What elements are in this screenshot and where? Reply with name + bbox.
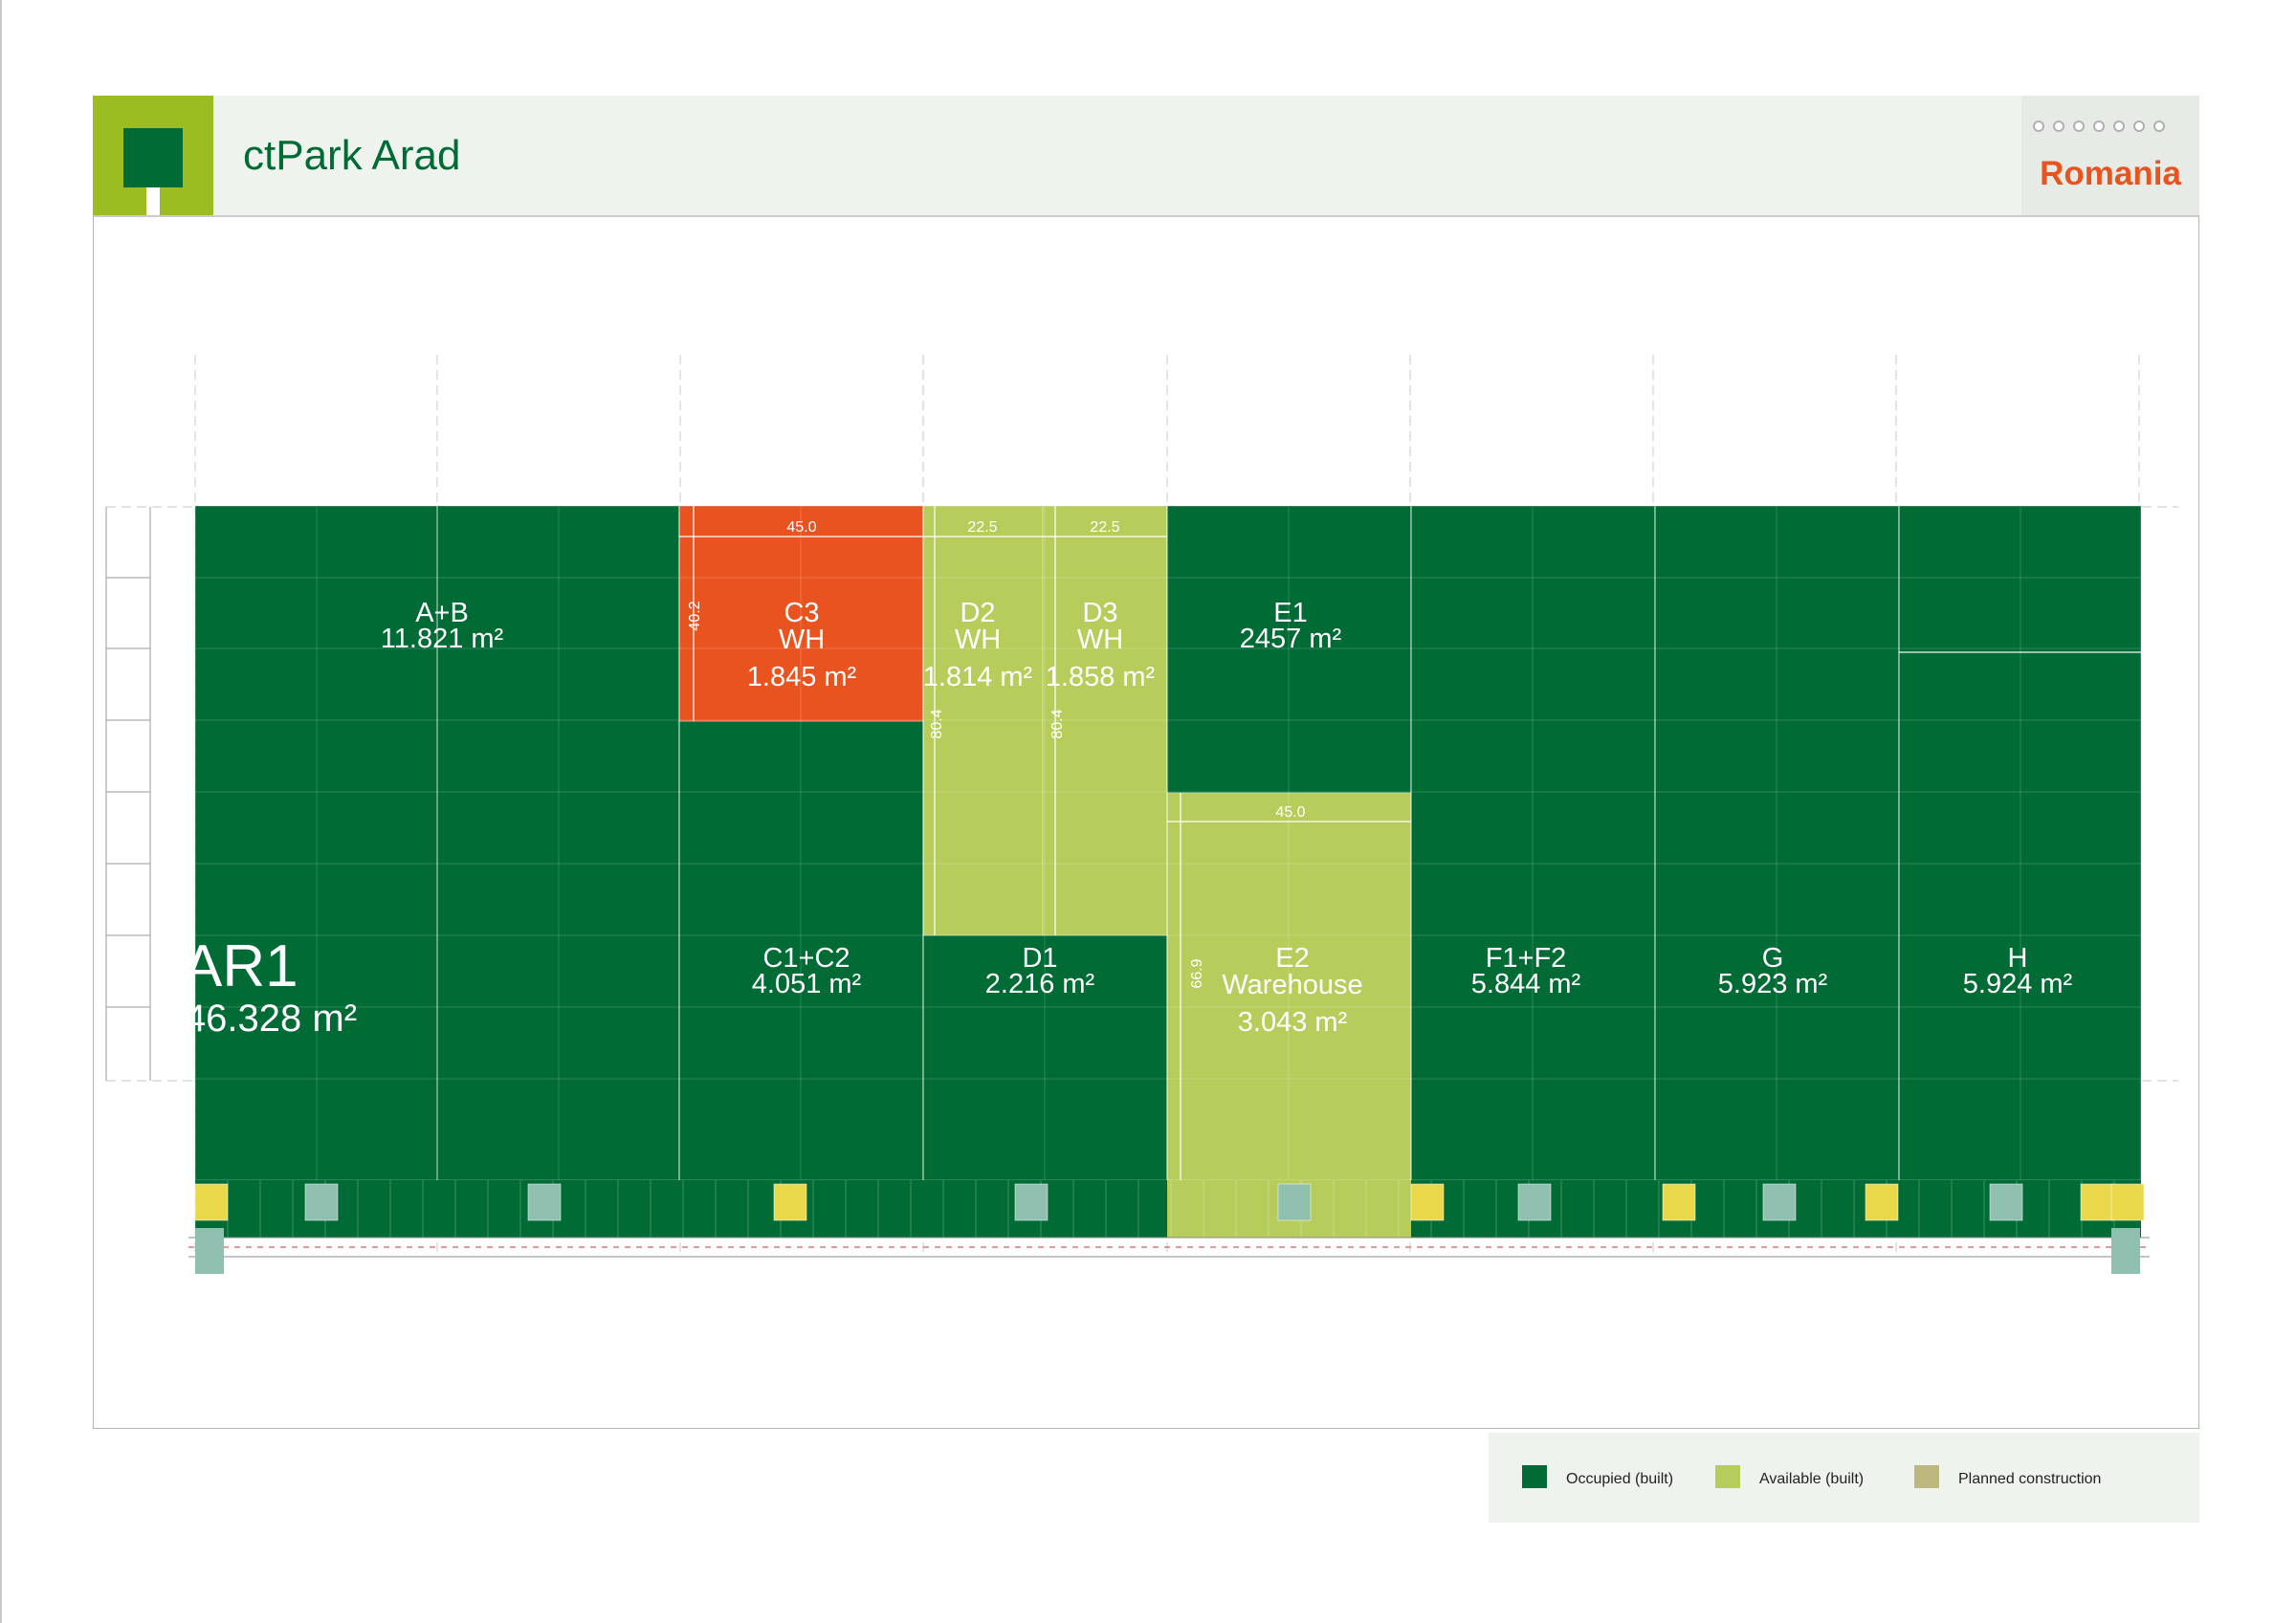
unit-name-d3: D3 (1082, 598, 1117, 628)
page-title: ctPark Arad (243, 132, 461, 179)
unit-block-e1 (1166, 505, 1412, 794)
pagination-dot-icon (2113, 121, 2125, 132)
legend-swatch (1715, 1465, 1740, 1488)
unit-block-c1c2 (678, 720, 924, 1181)
unit-name-f1f2: F1+F2 (1486, 943, 1567, 974)
legend-swatch (1522, 1465, 1547, 1488)
logo-stem-icon (146, 187, 160, 215)
unit-area-f1f2: 5.844 m² (1471, 969, 1581, 999)
pagination-dot-icon (2133, 121, 2145, 132)
legend-item-available: Available (built) (1715, 1465, 1864, 1488)
dock-strip (188, 1180, 2150, 1274)
unit-area-h: 5.924 m² (1963, 969, 2073, 999)
page-edge (0, 0, 2, 1623)
unit-block-e2 (1166, 792, 1412, 1181)
legend-item-planned: Planned construction (1914, 1465, 2101, 1488)
plan-frame (93, 216, 2199, 1429)
pagination-dot-icon (2033, 121, 2044, 132)
unit-block-h (1898, 505, 2142, 1181)
legend-label: Available (built) (1759, 1471, 1865, 1487)
unit-type-d3: WH (1077, 625, 1123, 655)
unit-block-g (1654, 505, 1900, 1181)
unit-block-d1 (922, 934, 1168, 1181)
unit-block-c3 (678, 505, 924, 722)
header: ctPark Arad Romania (93, 96, 2199, 217)
unit-block-d2 (922, 505, 1044, 936)
dim-depth-c3: 40.2 (687, 601, 703, 630)
unit-name-e1: E1 (1273, 598, 1307, 628)
pagination-dots (2033, 121, 2165, 132)
pagination-dot-icon (2053, 121, 2064, 132)
unit-area-d1: 2.216 m² (985, 969, 1095, 999)
unit-type-d2: WH (955, 625, 1001, 655)
unit-name-c1c2: C1+C2 (762, 943, 850, 974)
unit-area-g: 5.923 m² (1718, 969, 1828, 999)
unit-name-h: H (2008, 943, 2028, 974)
dim-width-d3: 22.5 (1090, 519, 1119, 536)
dim-width-d2: 22.5 (967, 519, 997, 536)
dim-width-c3: 45.0 (786, 519, 816, 536)
unit-name-d2: D2 (960, 598, 995, 628)
pagination-dot-icon (2153, 121, 2165, 132)
left-dimension-ticks (105, 507, 151, 1081)
legend-label: Planned construction (1958, 1471, 2102, 1487)
unit-name-ab: A+B (415, 598, 469, 628)
unit-name-c3: C3 (784, 598, 819, 628)
unit-area-e2: 3.043 m² (1238, 1007, 1348, 1038)
unit-area-c3: 1.845 m² (747, 662, 857, 692)
unit-block-ab (194, 505, 680, 1181)
legend-item-occupied: Occupied (built) (1522, 1465, 1673, 1488)
unit-area-ab: 11.821 m² (381, 624, 504, 654)
unit-type-c3: WH (779, 625, 825, 655)
unit-area-d3: 1.858 m² (1046, 662, 1156, 692)
unit-area-c1c2: 4.051 m² (752, 969, 862, 999)
dim-depth-d2: 80.4 (929, 709, 945, 738)
unit-area-d2: 1.814 m² (923, 662, 1033, 692)
dim-depth-e2: 66.9 (1189, 958, 1205, 988)
legend-swatch (1914, 1465, 1939, 1488)
unit-name-d1: D1 (1022, 943, 1057, 974)
pagination-dot-icon (2093, 121, 2105, 132)
unit-type-e2: Warehouse (1222, 970, 1362, 1000)
unit-name-g: G (1762, 943, 1784, 974)
logo-square-icon (123, 128, 183, 187)
dim-width-e2: 45.0 (1275, 804, 1305, 821)
country-label: Romania (2040, 155, 2181, 192)
building-name: AR1 (183, 933, 298, 999)
unit-area-e1: 2457 m² (1240, 624, 1342, 654)
ctp-logo (93, 96, 213, 215)
country-box: Romania (2021, 96, 2199, 215)
unit-name-e2: E2 (1275, 943, 1309, 974)
column-grid (195, 506, 2141, 1238)
dim-depth-d3: 80.4 (1049, 709, 1066, 738)
legend: Occupied (built) Available (built) Plann… (1489, 1433, 2199, 1523)
legend-label: Occupied (built) (1566, 1471, 1674, 1487)
unit-blocks (194, 505, 2142, 1181)
unit-block-f1f2 (1410, 505, 1656, 1181)
pagination-dot-icon (2073, 121, 2085, 132)
building-total-area: 46.328 m² (185, 998, 357, 1040)
